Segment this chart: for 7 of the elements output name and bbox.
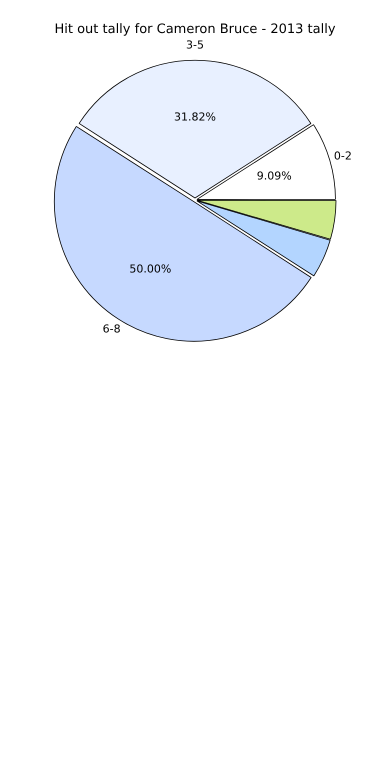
chart-title: Hit out tally for Cameron Bruce - 2013 tally	[53, 22, 337, 37]
data-label: 31.82%	[174, 110, 216, 124]
data-label: 50.00%	[129, 262, 172, 276]
slice-label: 3-5	[186, 38, 204, 52]
slice-label: 6-8	[102, 322, 121, 336]
slice-label: 0-2	[334, 149, 352, 162]
data-label: 9.09%	[256, 170, 292, 183]
